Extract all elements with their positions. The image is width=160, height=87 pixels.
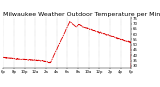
Text: Milwaukee Weather Outdoor Temperature per Minute (Last 24 Hours): Milwaukee Weather Outdoor Temperature pe… (3, 12, 160, 17)
